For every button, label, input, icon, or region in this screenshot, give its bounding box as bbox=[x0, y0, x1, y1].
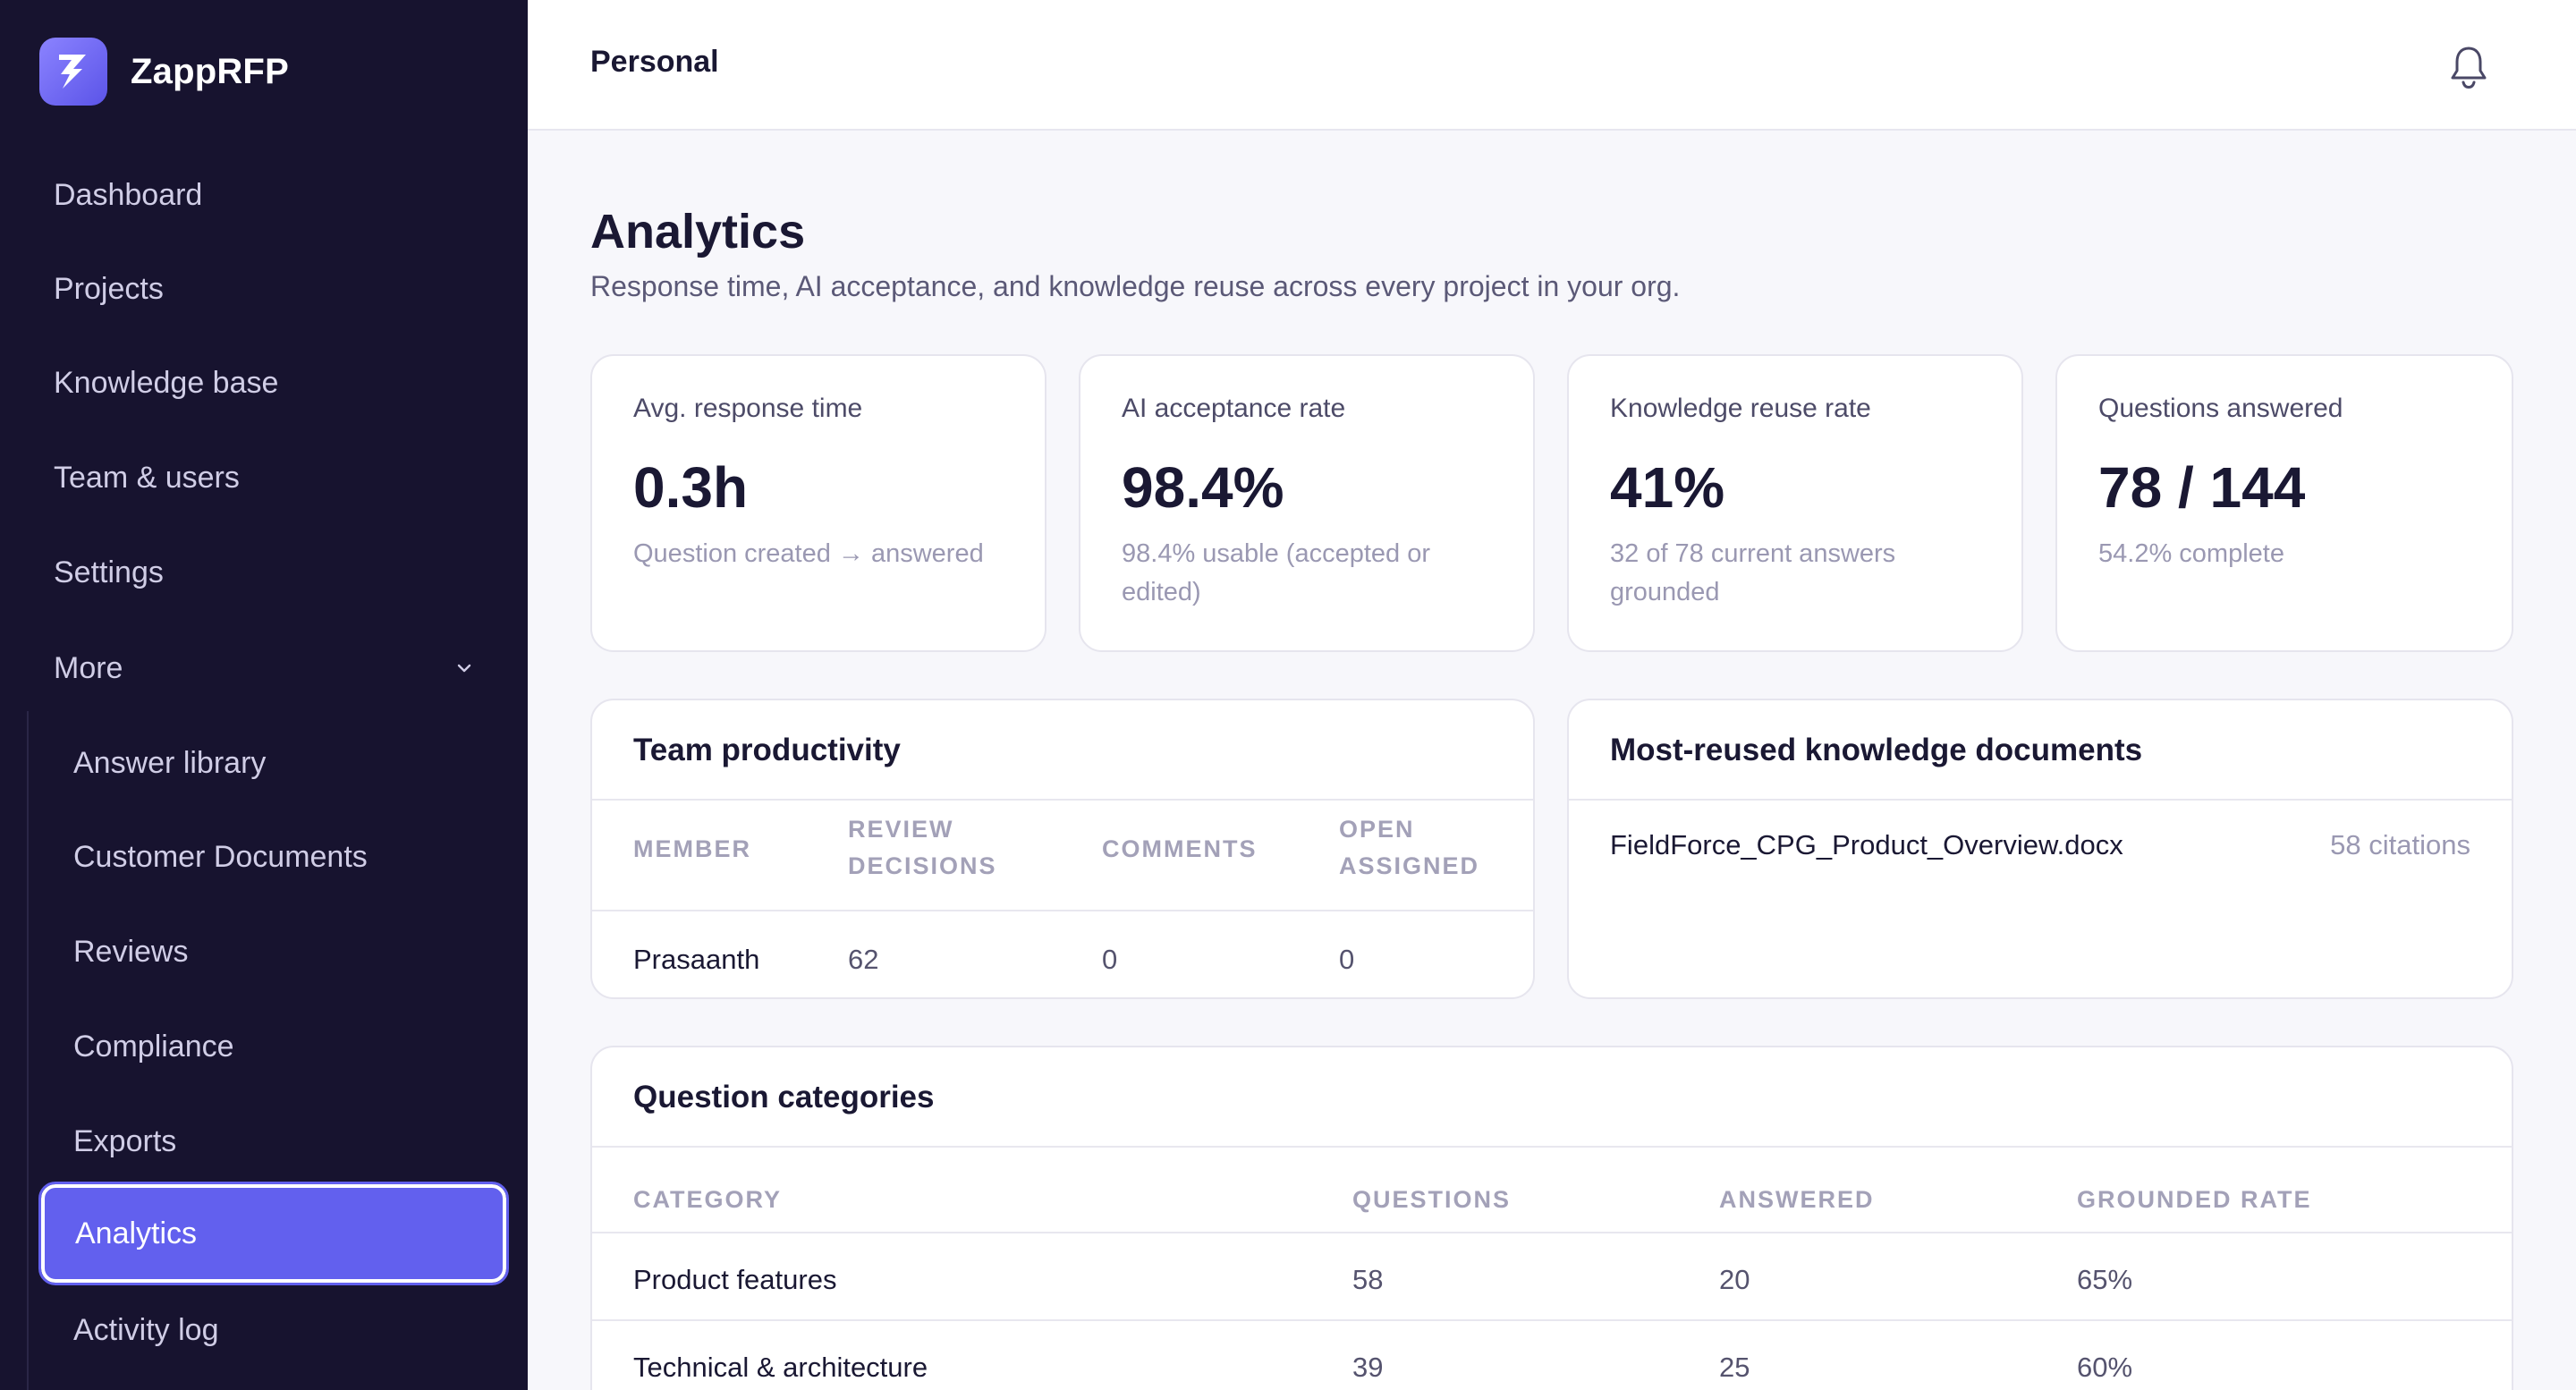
question-categories-card: Question categories CATEGORY QUESTIONS A… bbox=[590, 1046, 2513, 1390]
top-header: Personal bbox=[528, 0, 2576, 131]
stat-label: Knowledge reuse rate bbox=[1610, 394, 1871, 423]
team-productivity-card: Team productivity MEMBER REVIEW DECISION… bbox=[590, 699, 1535, 999]
stat-card-knowledge-reuse: Knowledge reuse rate 41% 32 of 78 curren… bbox=[1567, 354, 2023, 652]
reused-documents-card: Most-reused knowledge documents FieldFor… bbox=[1567, 699, 2513, 999]
cell-answered: 20 bbox=[1719, 1264, 1750, 1295]
column-header-category: CATEGORY bbox=[633, 1186, 783, 1213]
zap-logo-icon bbox=[39, 38, 107, 106]
divider bbox=[592, 1232, 2512, 1233]
cell-open-assigned: 0 bbox=[1339, 944, 1355, 975]
cell-grounded-rate: 60% bbox=[2077, 1352, 2133, 1383]
sidebar-item-customer-documents[interactable]: Customer Documents bbox=[73, 840, 368, 874]
column-header-questions: QUESTIONS bbox=[1352, 1186, 1512, 1213]
page-subtitle: Response time, AI acceptance, and knowle… bbox=[590, 270, 1681, 302]
column-header-comments: COMMENTS bbox=[1102, 835, 1258, 862]
question-categories-title: Question categories bbox=[633, 1080, 935, 1115]
sidebar-item-team-users[interactable]: Team & users bbox=[54, 461, 240, 495]
stat-subtext: 32 of 78 current answers grounded bbox=[1610, 539, 1896, 606]
column-header-grounded-rate: GROUNDED RATE bbox=[2077, 1186, 2312, 1213]
cell-grounded-rate: 65% bbox=[2077, 1264, 2133, 1295]
divider bbox=[592, 910, 1533, 911]
stat-card-response-time: Avg. response time 0.3h Question created… bbox=[590, 354, 1046, 652]
stat-subtext: 54.2% complete bbox=[2098, 539, 2284, 568]
divider bbox=[1569, 799, 2512, 801]
cell-member: Prasaanth bbox=[633, 944, 760, 975]
sidebar: ZappRFP Dashboard Projects Knowledge bas… bbox=[0, 0, 528, 1390]
stat-subtext: 98.4% usable (accepted or edited) bbox=[1122, 539, 1430, 606]
sidebar-item-compliance[interactable]: Compliance bbox=[73, 1030, 234, 1064]
workspace-name[interactable]: Personal bbox=[590, 45, 719, 79]
sidebar-item-analytics[interactable]: Analytics bbox=[38, 1182, 509, 1285]
cell-questions: 39 bbox=[1352, 1352, 1384, 1383]
cell-questions: 58 bbox=[1352, 1264, 1384, 1295]
cell-category: Technical & architecture bbox=[633, 1352, 928, 1383]
sidebar-item-answer-library[interactable]: Answer library bbox=[73, 746, 267, 780]
sidebar-item-settings[interactable]: Settings bbox=[54, 555, 164, 589]
reused-documents-title: Most-reused knowledge documents bbox=[1610, 733, 2143, 767]
brand-name: ZappRFP bbox=[131, 51, 289, 91]
subnav-divider bbox=[27, 711, 29, 1390]
stat-card-questions-answered: Questions answered 78 / 144 54.2% comple… bbox=[2055, 354, 2513, 652]
divider bbox=[592, 799, 1533, 801]
stat-value: 98.4% bbox=[1122, 455, 1284, 520]
sidebar-item-dashboard[interactable]: Dashboard bbox=[54, 178, 203, 212]
stat-label: AI acceptance rate bbox=[1122, 394, 1346, 423]
chevron-down-icon bbox=[457, 664, 471, 673]
divider bbox=[592, 1319, 2512, 1321]
sidebar-item-activity-log[interactable]: Activity log bbox=[73, 1313, 219, 1347]
cell-answered: 25 bbox=[1719, 1352, 1750, 1383]
divider bbox=[592, 1146, 2512, 1148]
cell-comments: 0 bbox=[1102, 944, 1118, 975]
bell-icon[interactable] bbox=[2447, 43, 2490, 89]
cell-category: Product features bbox=[633, 1264, 837, 1295]
sidebar-item-knowledge-base[interactable]: Knowledge base bbox=[54, 366, 279, 400]
stat-value: 41% bbox=[1610, 455, 1725, 520]
sidebar-item-exports[interactable]: Exports bbox=[73, 1124, 177, 1158]
team-productivity-title: Team productivity bbox=[633, 733, 901, 767]
brand[interactable]: ZappRFP bbox=[39, 38, 289, 106]
stat-value: 0.3h bbox=[633, 455, 749, 520]
cell-review-decisions: 62 bbox=[848, 944, 879, 975]
stat-card-ai-acceptance: AI acceptance rate 98.4% 98.4% usable (a… bbox=[1079, 354, 1535, 652]
column-header-answered: ANSWERED bbox=[1719, 1186, 1875, 1213]
column-header-member: MEMBER bbox=[633, 835, 751, 862]
stat-value: 78 / 144 bbox=[2098, 455, 2306, 520]
sidebar-item-projects[interactable]: Projects bbox=[54, 272, 164, 306]
sidebar-more-label: More bbox=[54, 650, 123, 685]
document-name[interactable]: FieldForce_CPG_Product_Overview.docx bbox=[1610, 829, 2123, 860]
stat-label: Avg. response time bbox=[633, 394, 863, 423]
column-header-open-assigned: OPEN ASSIGNED bbox=[1339, 816, 1480, 879]
sidebar-item-reviews[interactable]: Reviews bbox=[73, 935, 189, 969]
sidebar-more-toggle[interactable]: More bbox=[54, 641, 474, 695]
stat-subtext: Question created → answered bbox=[633, 539, 984, 568]
main-content: Analytics Response time, AI acceptance, … bbox=[528, 131, 2576, 1390]
column-header-review-decisions: REVIEW DECISIONS bbox=[848, 816, 997, 879]
stat-label: Questions answered bbox=[2098, 394, 2343, 423]
document-citations: 58 citations bbox=[2330, 829, 2470, 860]
page-title: Analytics bbox=[590, 205, 806, 259]
